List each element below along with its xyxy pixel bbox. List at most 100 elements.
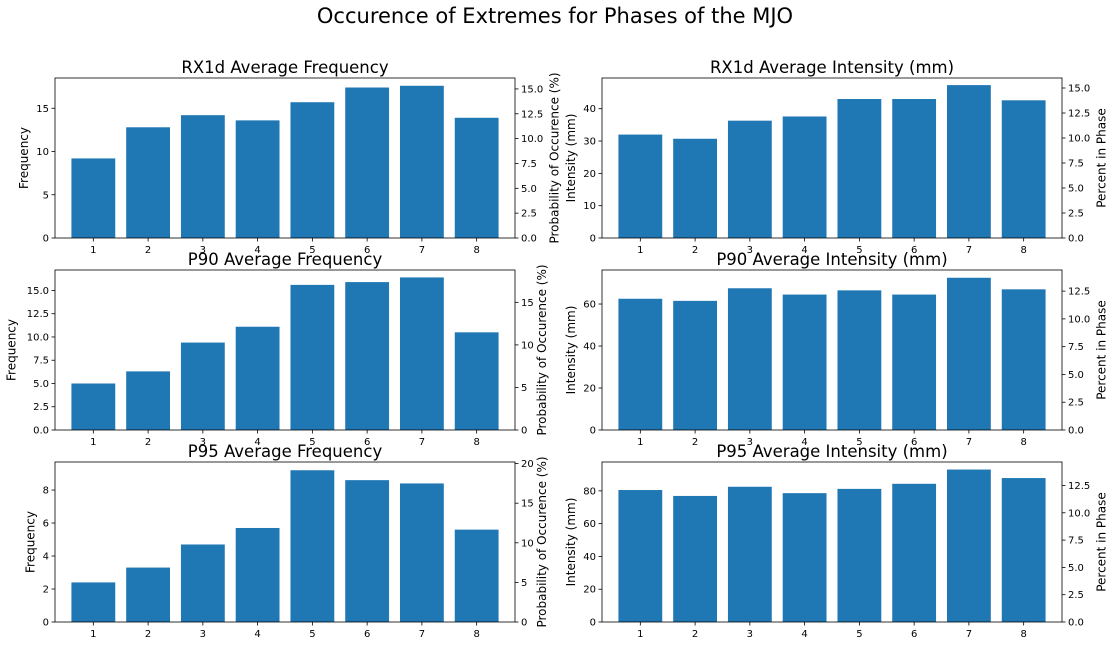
bar-phase-8[interactable] — [1001, 478, 1046, 622]
bar-phase-8[interactable] — [1001, 100, 1046, 238]
y-tick-label: 10.0 — [27, 332, 49, 343]
y2-axis-label: Percent in Phase — [1095, 300, 1109, 400]
y2-tick-label: 15.0 — [521, 84, 543, 95]
x-tick-label: 2 — [692, 437, 698, 448]
bar-phase-3[interactable] — [180, 544, 225, 622]
x-tick-label: 7 — [966, 629, 972, 640]
bar-phase-1[interactable] — [618, 490, 663, 622]
bar-phase-2[interactable] — [126, 371, 170, 430]
bar-phase-4[interactable] — [235, 527, 280, 622]
chart-panel-5: 1 2 3 4 5 6 7 8 0 2 4 6 8 0 5 10 15 20 P95 Average Frequen… — [24, 442, 549, 640]
bar-phase-7[interactable] — [947, 277, 991, 430]
bar-phase-8[interactable] — [1001, 289, 1046, 430]
bar-phase-1[interactable] — [618, 298, 663, 430]
bar-phase-3[interactable] — [180, 115, 225, 238]
axes-frame — [601, 461, 1063, 623]
figure-title: Occurence of Extremes for Phases of the … — [317, 4, 793, 28]
bar-phase-7[interactable] — [947, 469, 991, 622]
x-tick-label: 8 — [473, 245, 479, 256]
bar-phase-2[interactable] — [126, 127, 170, 238]
y-tick-label: 40 — [583, 552, 596, 563]
y2-axis-label: Percent in Phase — [1095, 108, 1109, 208]
x-tick-label: 8 — [473, 437, 479, 448]
y2-tick-label: 10 — [521, 340, 534, 351]
bar-phase-4[interactable] — [235, 326, 280, 430]
bar-phase-1[interactable] — [71, 158, 116, 238]
x-tick-label: 4 — [254, 629, 260, 640]
bar-phase-5[interactable] — [837, 290, 882, 430]
axes-frame — [54, 461, 516, 623]
y2-axis-label: Probability of Occurence (%) — [535, 456, 549, 627]
y2-axis-label: Percent in Phase — [1095, 492, 1109, 592]
bar-phase-6[interactable] — [345, 282, 390, 430]
x-tick-label: 3 — [747, 245, 753, 256]
x-tick-label: 8 — [1020, 629, 1026, 640]
axes-frame — [54, 269, 516, 431]
x-tick-label: 8 — [1020, 437, 1026, 448]
x-tick-label: 1 — [637, 629, 643, 640]
y-tick-label: 4 — [43, 552, 49, 563]
y-tick-label: 2.5 — [33, 402, 49, 413]
bar-phase-6[interactable] — [892, 294, 937, 430]
bar-phase-3[interactable] — [727, 486, 772, 622]
y2-axis-label: Probability of Occurence (%) — [548, 72, 562, 243]
bar-phase-4[interactable] — [782, 294, 827, 430]
x-tick-label: 1 — [90, 245, 96, 256]
bar-phase-4[interactable] — [235, 120, 280, 238]
bar-phase-7[interactable] — [400, 483, 444, 622]
bar-phase-5[interactable] — [837, 488, 882, 622]
y-axis-label: Frequency — [17, 127, 31, 189]
x-tick-label: 5 — [856, 437, 862, 448]
bar-phase-8[interactable] — [454, 529, 499, 622]
x-tick-label: 1 — [90, 437, 96, 448]
bar-phase-3[interactable] — [180, 342, 225, 430]
x-tick-label: 4 — [801, 629, 807, 640]
bar-phase-4[interactable] — [782, 493, 827, 622]
y2-tick-label: 12.5 — [1068, 481, 1090, 492]
chart-panel-2: 1 2 3 4 5 6 7 8 0 10 20 30 40 0.0 2.5 5.0 7.5 10.0 12.5 15.… — [564, 58, 1108, 256]
chart-title: RX1d Average Frequency — [181, 58, 388, 77]
bar-phase-5[interactable] — [290, 102, 335, 238]
y2-tick-label: 2.5 — [1068, 398, 1084, 409]
bar-phase-6[interactable] — [345, 480, 390, 622]
x-tick-label: 1 — [637, 245, 643, 256]
bar-phase-8[interactable] — [454, 117, 499, 238]
x-tick-label: 8 — [1020, 245, 1026, 256]
bar-phase-2[interactable] — [673, 495, 717, 622]
y2-tick-label: 10.0 — [1068, 314, 1090, 325]
bar-phase-5[interactable] — [290, 470, 335, 622]
bar-phase-3[interactable] — [727, 120, 772, 238]
bar-phase-1[interactable] — [71, 383, 116, 430]
bar-phase-6[interactable] — [892, 483, 937, 622]
bar-phase-6[interactable] — [345, 87, 390, 238]
x-tick-label: 6 — [911, 629, 917, 640]
y2-tick-label: 7.5 — [1068, 342, 1084, 353]
bar-phase-6[interactable] — [892, 99, 937, 238]
bar-phase-5[interactable] — [290, 284, 335, 430]
bar-phase-5[interactable] — [837, 99, 882, 238]
y-tick-label: 60 — [583, 519, 596, 530]
bar-phase-1[interactable] — [618, 134, 663, 238]
y2-tick-label: 12.5 — [521, 109, 543, 120]
y-tick-label: 15 — [36, 104, 49, 115]
bar-phase-2[interactable] — [673, 138, 717, 238]
y2-tick-label: 20 — [521, 459, 534, 470]
bar-phase-8[interactable] — [454, 332, 499, 430]
bar-phase-4[interactable] — [782, 116, 827, 238]
bar-phase-7[interactable] — [947, 85, 991, 238]
bar-phase-7[interactable] — [400, 277, 444, 430]
x-tick-label: 6 — [364, 437, 370, 448]
bar-phase-2[interactable] — [673, 300, 717, 430]
y-tick-label: 5 — [43, 190, 49, 201]
y2-tick-label: 0.0 — [1068, 426, 1084, 437]
y-tick-label: 2 — [43, 585, 49, 596]
x-tick-label: 5 — [856, 245, 862, 256]
y-tick-label: 8 — [43, 486, 49, 497]
x-tick-label: 2 — [145, 245, 151, 256]
bar-phase-7[interactable] — [400, 85, 444, 238]
x-tick-label: 5 — [309, 629, 315, 640]
bar-phase-3[interactable] — [727, 288, 772, 430]
bar-phase-1[interactable] — [71, 582, 116, 622]
bar-phase-2[interactable] — [126, 567, 170, 622]
y2-tick-label: 0.0 — [1068, 618, 1084, 629]
